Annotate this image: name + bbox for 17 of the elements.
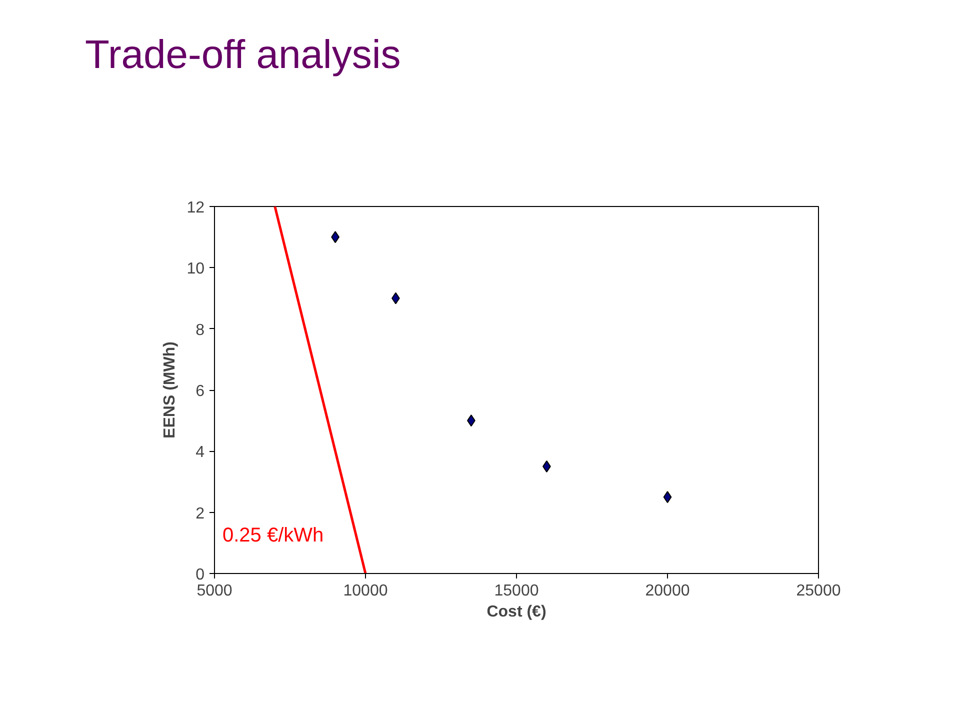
y-tick-label: 4	[196, 444, 205, 462]
y-axis-title: EENS (MWh)	[162, 342, 179, 438]
y-tick-label: 10	[186, 260, 205, 278]
y-tick-label: 12	[186, 200, 205, 216]
y-tick-label: 8	[196, 322, 205, 339]
x-tick-label: 10000	[343, 582, 388, 600]
point	[663, 491, 672, 504]
annotation: 0.25 €/kWh	[222, 524, 324, 546]
y-tick-label: 0	[196, 566, 205, 584]
x-tick-label: 20000	[645, 582, 690, 600]
x-tick-label: 25000	[796, 582, 841, 600]
chart-title: Trade-off analysis	[85, 32, 401, 79]
y-tick-label: 6	[196, 383, 205, 400]
x-tick-label: 15000	[494, 582, 539, 600]
x-axis-title: Cost (€)	[486, 604, 546, 620]
y-tick-label: 2	[196, 505, 205, 522]
x-tick-label: 5000	[196, 582, 232, 600]
